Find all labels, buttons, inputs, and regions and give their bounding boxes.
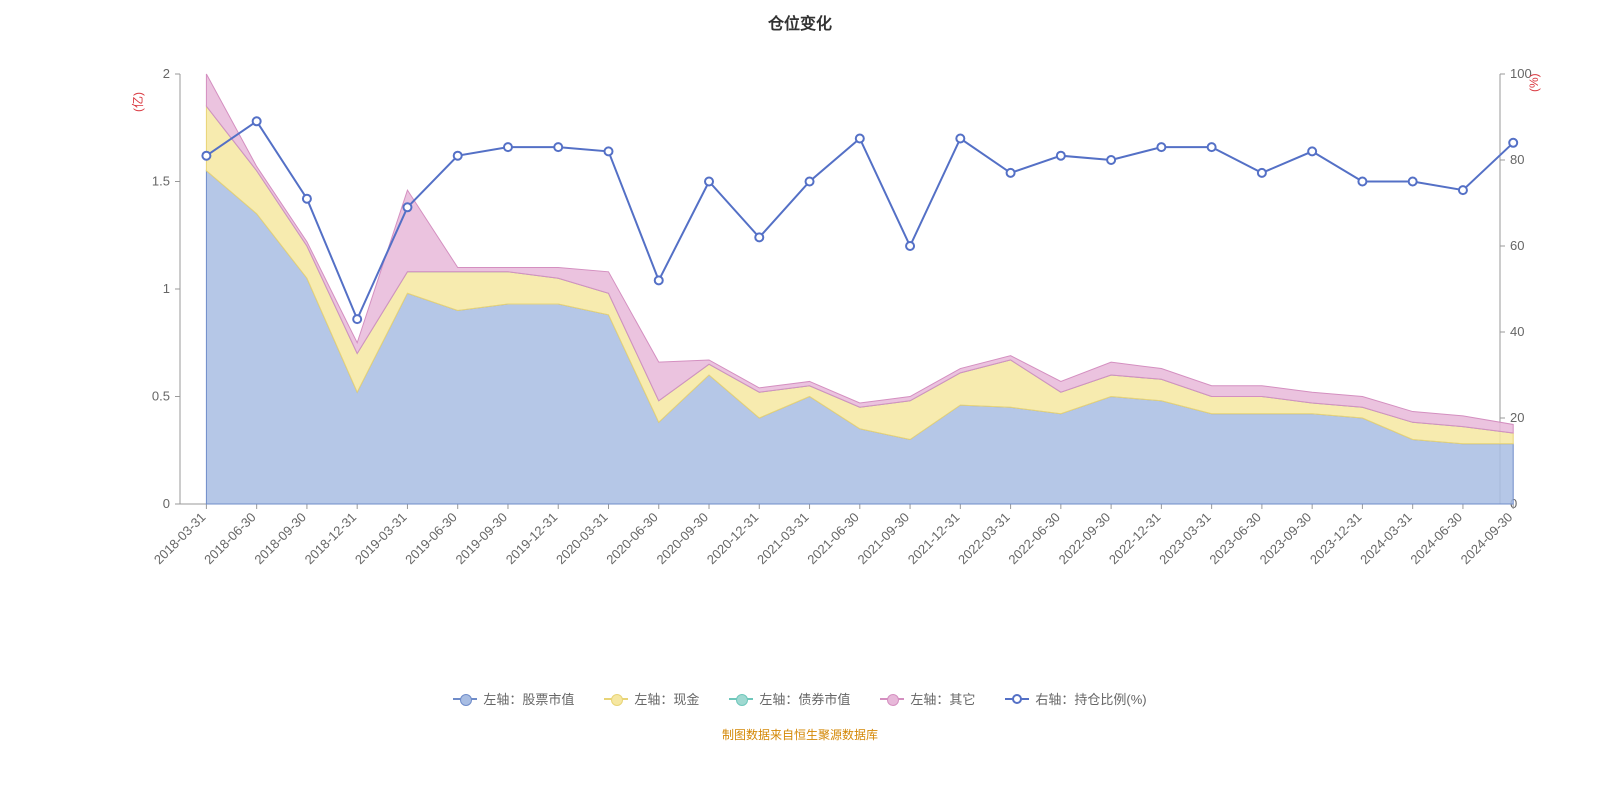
line-series-marker (755, 233, 763, 241)
legend-item[interactable]: 左轴：现金 (604, 689, 699, 708)
x-tick-label: 2021-09-30 (855, 510, 913, 568)
line-series-marker (1007, 169, 1015, 177)
x-tick-label: 2019-12-31 (503, 510, 561, 568)
legend-label: 左轴：股票市值 (483, 689, 574, 708)
x-tick-label: 2024-03-31 (1357, 510, 1415, 568)
chart-legend: 左轴：股票市值 左轴：现金 左轴：债券市值 左轴：其它 右轴：持仓比例(%) (0, 689, 1600, 708)
y-right-tick-label: 40 (1510, 324, 1524, 339)
x-tick-label: 2019-09-30 (452, 510, 510, 568)
line-series-marker (504, 143, 512, 151)
chart-plot-area: 00.511.52(亿)020406080100(%)2018-03-31201… (0, 44, 1600, 659)
line-series-marker (906, 242, 914, 250)
x-tick-label: 2018-12-31 (302, 510, 360, 568)
legend-swatch-area (453, 692, 477, 706)
x-tick-label: 2024-09-30 (1458, 510, 1516, 568)
x-tick-label: 2023-03-31 (1156, 510, 1214, 568)
legend-label: 右轴：持仓比例(%) (1035, 689, 1146, 708)
x-tick-label: 2023-12-31 (1307, 510, 1365, 568)
line-series-marker (705, 178, 713, 186)
line-series-marker (554, 143, 562, 151)
x-tick-label: 2020-12-31 (704, 510, 762, 568)
legend-item[interactable]: 左轴：债券市值 (729, 689, 850, 708)
x-tick-label: 2021-12-31 (905, 510, 963, 568)
y-right-tick-label: 60 (1510, 238, 1524, 253)
x-tick-label: 2018-09-30 (251, 510, 309, 568)
line-series-marker (1157, 143, 1165, 151)
y-left-tick-label: 0 (163, 496, 170, 511)
chart-title: 仓位变化 (0, 0, 1600, 44)
x-tick-label: 2018-03-31 (151, 510, 209, 568)
y-left-tick-label: 1 (163, 281, 170, 296)
x-tick-label: 2021-06-30 (804, 510, 862, 568)
legend-label: 左轴：其它 (910, 689, 975, 708)
line-series-marker (604, 147, 612, 155)
legend-label: 左轴：现金 (634, 689, 699, 708)
x-tick-label: 2021-03-31 (754, 510, 812, 568)
y-right-axis-label: (%) (1527, 73, 1541, 92)
line-series-marker (1509, 139, 1517, 147)
line-series-marker (303, 195, 311, 203)
line-series-marker (1308, 147, 1316, 155)
line-series-marker (1409, 178, 1417, 186)
x-tick-label: 2023-06-30 (1206, 510, 1264, 568)
x-tick-label: 2022-12-31 (1106, 510, 1164, 568)
chart-container: 仓位变化 00.511.52(亿)020406080100(%)2018-03-… (0, 0, 1600, 800)
line-series-marker (1358, 178, 1366, 186)
line-series-marker (1258, 169, 1266, 177)
line-series-marker (403, 203, 411, 211)
x-tick-label: 2022-09-30 (1056, 510, 1114, 568)
legend-swatch-line (1005, 692, 1029, 706)
legend-swatch-area (604, 692, 628, 706)
line-series-marker (253, 117, 261, 125)
line-series-marker (956, 135, 964, 143)
x-tick-label: 2019-06-30 (402, 510, 460, 568)
y-left-tick-label: 0.5 (152, 389, 170, 404)
x-tick-label: 2019-03-31 (352, 510, 410, 568)
y-right-tick-label: 20 (1510, 410, 1524, 425)
legend-item[interactable]: 左轴：其它 (880, 689, 975, 708)
x-tick-label: 2020-03-31 (553, 510, 611, 568)
line-series-marker (353, 315, 361, 323)
line-series-marker (454, 152, 462, 160)
line-series-marker (1459, 186, 1467, 194)
line-series-marker (806, 178, 814, 186)
line-series-marker (856, 135, 864, 143)
x-tick-label: 2023-09-30 (1257, 510, 1315, 568)
line-series-marker (202, 152, 210, 160)
x-tick-label: 2022-06-30 (1005, 510, 1063, 568)
x-tick-label: 2020-09-30 (654, 510, 712, 568)
line-series-marker (655, 276, 663, 284)
chart-footer: 制图数据来自恒生聚源数据库 (0, 726, 1600, 743)
x-tick-label: 2024-06-30 (1407, 510, 1465, 568)
x-tick-label: 2020-06-30 (603, 510, 661, 568)
y-left-tick-label: 1.5 (152, 174, 170, 189)
line-series-marker (1057, 152, 1065, 160)
y-right-tick-label: 80 (1510, 152, 1524, 167)
y-left-tick-label: 2 (163, 66, 170, 81)
x-tick-label: 2022-03-31 (955, 510, 1013, 568)
x-tick-label: 2018-06-30 (201, 510, 259, 568)
y-left-axis-label: (亿) (130, 92, 145, 112)
chart-svg: 00.511.52(亿)020406080100(%)2018-03-31201… (0, 44, 1600, 654)
legend-item[interactable]: 右轴：持仓比例(%) (1005, 689, 1146, 708)
line-series-marker (1208, 143, 1216, 151)
legend-label: 左轴：债券市值 (759, 689, 850, 708)
legend-swatch-area (880, 692, 904, 706)
legend-swatch-area (729, 692, 753, 706)
line-series-marker (1107, 156, 1115, 164)
legend-item[interactable]: 左轴：股票市值 (453, 689, 574, 708)
